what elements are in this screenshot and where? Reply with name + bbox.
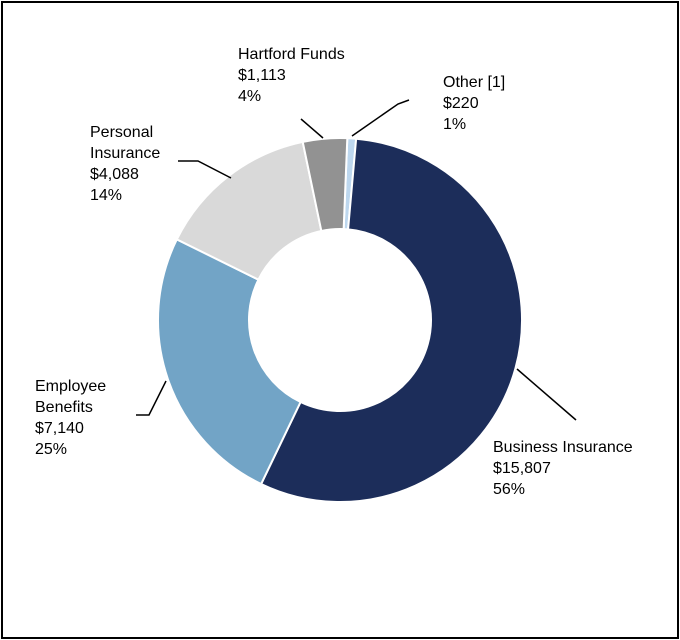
slice-hartford-funds <box>301 137 349 233</box>
slice-percent: 4% <box>238 88 262 105</box>
label-personal-insurance: Personal Insurance $4,088 14% <box>90 122 160 206</box>
leader-business-insurance <box>516 368 577 421</box>
leader-employee-benefits <box>136 380 167 416</box>
slice-percent: 25% <box>35 441 68 458</box>
slice-percent: 56% <box>493 481 526 498</box>
slice-name: Employee <box>35 378 107 395</box>
slice-name: Business Insurance <box>493 439 633 456</box>
slice-value: $220 <box>443 95 479 112</box>
leader-personal-insurance <box>178 160 232 179</box>
slice-value: $15,807 <box>493 460 551 477</box>
label-hartford-funds: Hartford Funds $1,113 4% <box>238 44 345 107</box>
slice-name: Other [1] <box>443 74 506 91</box>
label-employee-benefits: Employee Benefits $7,140 25% <box>35 376 106 460</box>
leader-other <box>351 99 410 137</box>
slice-name: Personal <box>90 124 154 141</box>
slice-name: Insurance <box>90 145 161 162</box>
slice-employee-benefits <box>157 238 302 486</box>
donut-slices <box>157 137 523 503</box>
leader-lines <box>136 99 577 421</box>
slice-name: Hartford Funds <box>238 46 345 63</box>
slice-percent: 14% <box>90 187 123 204</box>
slice-business-insurance <box>259 137 523 503</box>
slice-value: $7,140 <box>35 420 84 437</box>
slice-name: Benefits <box>35 399 93 416</box>
leader-hartford-funds <box>300 118 324 139</box>
slice-value: $4,088 <box>90 166 139 183</box>
slice-value: $1,113 <box>238 67 286 84</box>
slice-percent: 1% <box>443 116 467 133</box>
label-business-insurance: Business Insurance $15,807 56% <box>493 437 633 500</box>
label-other: Other [1] $220 1% <box>443 72 505 135</box>
